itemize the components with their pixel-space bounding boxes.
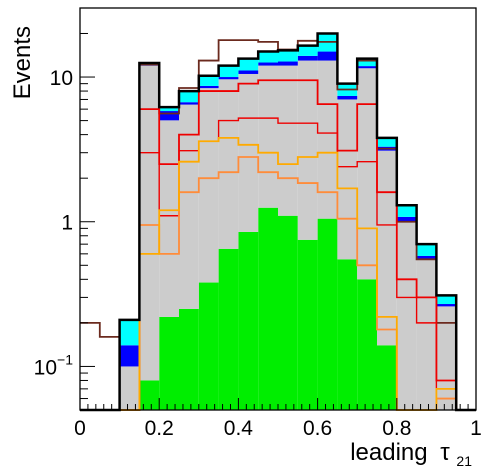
x-axis-ticks: 0 0.2 0.4 0.6 0.8 1	[74, 398, 482, 440]
bar-green-7	[218, 248, 239, 410]
stack-series-gray	[119, 60, 457, 410]
x-tick-label: 0.2	[145, 417, 174, 440]
bar-blue-5	[179, 102, 199, 105]
bar-blue-16	[396, 216, 417, 222]
x-tick-label: 0.6	[303, 417, 332, 440]
bar-green-11	[297, 239, 318, 410]
bar-cyan-18	[436, 295, 457, 305]
y-tick-label: 10	[50, 67, 73, 90]
x-axis-title-word: leading	[350, 439, 427, 466]
bar-green-3	[139, 380, 160, 410]
bar-green-13	[337, 259, 358, 410]
bar-gray-16	[396, 221, 417, 410]
bar-blue-9	[258, 62, 278, 66]
bar-green-8	[238, 231, 259, 410]
outline-series-red2	[80, 117, 476, 411]
bar-cyan-4	[159, 106, 179, 112]
bar-cyan-17	[416, 244, 437, 256]
bar-blue-14	[357, 66, 377, 69]
y-axis-title: Events	[9, 26, 36, 99]
bar-gray-12	[317, 60, 338, 219]
bar-gray-15	[377, 150, 397, 346]
x-axis-title-symbol: τ	[440, 439, 450, 466]
stack-series-blue	[119, 51, 457, 367]
stack-series-green	[139, 207, 397, 410]
bar-blue-6	[198, 85, 219, 89]
bar-gray-2	[119, 366, 140, 410]
bar-gray-6	[198, 88, 219, 283]
bar-blue-7	[218, 77, 239, 80]
bar-green-12	[317, 218, 338, 410]
bar-blue-2	[119, 345, 140, 367]
stack-series-cyan	[119, 33, 457, 346]
y-axis-ticks: 10−1 1 10	[34, 7, 95, 411]
bar-cyan-7	[218, 65, 239, 78]
bar-gray-3	[139, 65, 160, 381]
bar-blue-11	[297, 55, 318, 61]
bar-green-6	[198, 282, 219, 410]
x-tick-label: 0.4	[224, 417, 254, 440]
bar-gray-17	[416, 259, 437, 410]
bar-green-9	[258, 207, 278, 410]
stacked-histogram	[119, 33, 457, 410]
bar-gray-18	[436, 306, 457, 410]
x-tick-label: 0	[74, 417, 86, 440]
bar-gray-5	[179, 104, 199, 309]
bar-blue-8	[238, 70, 259, 74]
bar-green-10	[278, 215, 298, 410]
bar-cyan-6	[198, 75, 219, 86]
bar-gray-7	[218, 79, 239, 249]
y-tick-label: 1	[61, 212, 73, 235]
outline-series-black	[80, 32, 476, 412]
outline-series-red	[80, 79, 476, 411]
bar-cyan-16	[396, 205, 417, 217]
bar-gray-8	[238, 73, 259, 232]
bar-cyan-5	[179, 91, 199, 103]
bar-cyan-8	[238, 58, 259, 71]
bar-gray-11	[297, 60, 318, 240]
bar-blue-10	[278, 61, 298, 66]
y-tick-label: 10−1	[34, 351, 74, 379]
bar-gray-14	[357, 68, 377, 280]
bar-blue-4	[159, 111, 179, 121]
bar-blue-12	[317, 51, 338, 61]
bar-gray-4	[159, 120, 179, 317]
bar-green-5	[179, 308, 199, 410]
bar-cyan-10	[278, 50, 298, 62]
x-axis-title: leading τ 21	[350, 439, 472, 469]
x-tick-label: 0.8	[382, 417, 411, 440]
bar-blue-17	[416, 255, 437, 260]
bar-cyan-14	[357, 58, 377, 67]
bar-gray-13	[337, 99, 358, 260]
bar-gray-10	[278, 65, 298, 216]
bar-green-14	[357, 279, 377, 410]
bar-gray-9	[258, 65, 278, 208]
bar-blue-13	[337, 95, 358, 100]
bar-green-15	[377, 345, 397, 410]
bar-cyan-11	[297, 45, 318, 56]
bar-blue-18	[436, 304, 457, 307]
bar-cyan-9	[258, 51, 278, 63]
bar-cyan-15	[377, 137, 397, 147]
bar-green-4	[159, 316, 179, 410]
x-tick-label: 1	[470, 417, 482, 440]
x-axis-title-subscript: 21	[456, 453, 472, 469]
bar-cyan-2	[119, 319, 140, 346]
